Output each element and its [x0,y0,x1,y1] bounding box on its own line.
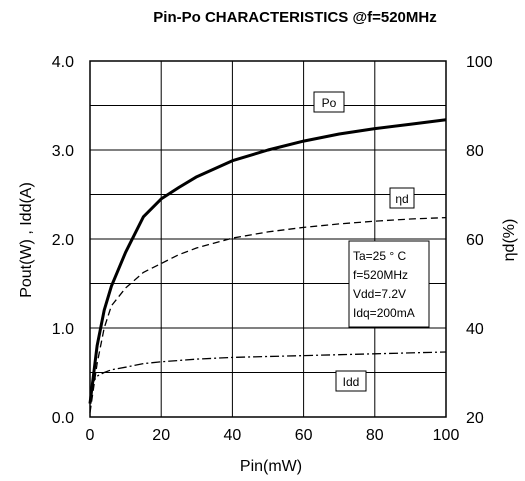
po-label-box [313,91,345,113]
condition-temperature: Ta=25 ° C [353,249,406,263]
tick-labels: 0 20 40 60 80 100 0.0 1.0 2.0 3.0 4.0 20 40 60 80 100 [52,54,493,444]
series-line-nd [89,216,447,413]
y-left-tick-label: 0.0 [52,410,74,427]
y-right-tick-label: 60 [466,232,484,249]
x-axis-label: Pin(mW) [240,458,302,475]
nd-label-box [389,187,415,209]
x-tick-label: 80 [366,427,384,444]
y-right-axis-label: ηd(%) [501,219,518,262]
y-left-tick-label: 2.0 [52,232,74,249]
series-line-po [88,118,447,404]
x-tick-label: 40 [224,427,242,444]
idd-label-box [335,370,367,392]
idd-label: Idd [343,375,360,389]
y-left-tick-label: 3.0 [52,143,74,160]
x-tick-label: 20 [152,427,170,444]
plot-frame [89,60,447,418]
y-right-tick-label: 100 [466,54,493,71]
condition-idq: Idq=200mA [353,306,415,320]
condition-vdd: Vdd=7.2V [353,287,406,301]
conditions-frame [348,240,430,328]
po-label: Po [322,96,337,110]
y-left-tick-label: 1.0 [52,321,74,338]
series-label-nd: ηd [389,187,415,209]
x-tick-label: 100 [433,427,460,444]
y-right-tick-label: 80 [466,143,484,160]
y-right-tick-label: 40 [466,321,484,338]
condition-frequency: f=520MHz [353,268,408,282]
x-tick-label: 0 [86,427,95,444]
series-label-idd: Idd [335,370,367,392]
y-left-axis-label: Pout(W) , Idd(A) [18,182,35,298]
nd-label: ηd [395,192,408,206]
series-lines [88,118,447,413]
y-right-tick-label: 20 [466,410,484,427]
chart-title: Pin-Po CHARACTERISTICS @f=520MHz [153,9,436,26]
x-tick-label: 60 [295,427,313,444]
series-label-po: Po [313,91,345,113]
grid [90,61,446,417]
conditions-box: Ta=25 ° C f=520MHz Vdd=7.2V Idq=200mA [348,240,430,328]
series-line-idd [89,351,447,404]
y-left-tick-label: 4.0 [52,54,74,71]
